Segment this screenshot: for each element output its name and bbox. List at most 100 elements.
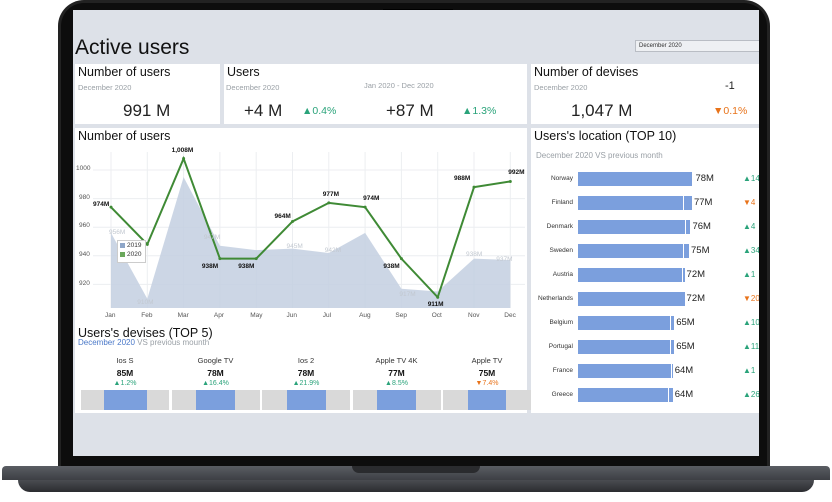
period-range-label: Jan 2020 - Dec 2020: [364, 81, 434, 90]
series-2020-point: [254, 257, 258, 261]
country-value: 65M: [676, 341, 695, 352]
data-label-2020: 992M: [508, 169, 525, 177]
page-title: Active users: [75, 36, 190, 59]
devices-subtitle: December 2020 VS previous mounth: [78, 338, 209, 347]
location-subtitle: December 2020 VS previous month: [536, 151, 663, 160]
data-label-2019: 942M: [324, 246, 342, 254]
device-change: ▼7.4%: [475, 380, 499, 387]
country-name: Greece: [551, 391, 573, 398]
legend-label-2019: 2019: [127, 242, 142, 249]
country-name: Netherlands: [537, 295, 573, 302]
laptop-opening-lip: [352, 466, 480, 473]
data-label-2019: 956M: [109, 228, 126, 236]
country-change: ▼4: [743, 198, 756, 207]
period-label: December 2020: [534, 83, 588, 92]
chart-legend: 2019 2020: [117, 240, 146, 263]
country-bar: [578, 292, 685, 306]
country-value: 78M: [695, 173, 714, 184]
data-label-2019: 938M: [466, 250, 483, 258]
device-bar-fill: [103, 390, 147, 410]
device-value: 78M: [297, 368, 315, 378]
previous-month-marker: [669, 340, 671, 354]
device-bar-fill: [196, 390, 235, 410]
series-2020-point: [327, 201, 331, 205]
country-bar: [578, 364, 673, 378]
kpi-delta: -1: [725, 80, 735, 92]
device-change: ▲21.9%: [292, 380, 320, 387]
data-label-2020: 1,008M: [171, 146, 194, 154]
date-filter-select[interactable]: December 2020: [635, 40, 759, 52]
dashboard-screen: Active users December 2020 Number of use…: [73, 10, 759, 456]
country-change: ▲34: [743, 246, 759, 255]
device-name: Apple TV: [471, 356, 503, 365]
country-bar: [578, 244, 689, 258]
country-name: Portugal: [548, 343, 573, 350]
data-label-2020: 974M: [93, 201, 110, 209]
previous-month-marker: [669, 316, 671, 330]
x-tick-label: Aug: [359, 312, 371, 319]
panel-title: Number of users: [78, 129, 171, 143]
x-tick-label: Feb: [141, 312, 153, 319]
country-name: France: [552, 367, 573, 374]
laptop-base: [0, 466, 832, 502]
country-name: Denmark: [546, 223, 573, 230]
country-bar: [578, 268, 685, 282]
laptop-base-bottom: [18, 480, 814, 492]
device-change: ▲16.4%: [202, 380, 229, 387]
legend-swatch-2020: [120, 252, 125, 257]
country-bar: [578, 172, 694, 186]
country-name: Norway: [550, 175, 573, 182]
previous-month-marker: [671, 364, 673, 378]
previous-month-marker: [683, 196, 685, 210]
country-change: ▲14: [743, 174, 759, 183]
country-change: ▲10: [743, 318, 759, 327]
legend-swatch-2019: [120, 243, 125, 248]
device-bar-fill: [377, 390, 416, 410]
country-name: Austria: [552, 271, 573, 278]
country-value: 76M: [692, 221, 711, 232]
range-value: +87 M: [386, 101, 434, 120]
legend-label-2020: 2020: [127, 251, 142, 258]
series-2019-area: [111, 177, 511, 308]
device-change: ▲8.5%: [385, 380, 408, 387]
device-change: ▲1.2%: [113, 380, 137, 387]
country-change: ▲4: [743, 222, 756, 231]
country-value: 77M: [693, 197, 713, 208]
country-value: 72M: [686, 269, 706, 280]
laptop-base-top: [2, 466, 830, 480]
data-label-2020: 988M: [454, 175, 471, 183]
country-change: ▲1: [743, 270, 756, 279]
country-bar: [578, 196, 692, 210]
data-label-2020: 974M: [363, 195, 380, 203]
previous-month-marker: [683, 244, 685, 258]
x-tick-label: Dec: [504, 312, 516, 319]
country-bar: [578, 316, 675, 330]
panel-title: Number of users: [78, 65, 171, 79]
x-tick-label: May: [250, 312, 263, 319]
country-value: 64M: [674, 389, 694, 400]
x-tick-label: Nov: [468, 312, 480, 319]
x-tick-label: Mar: [177, 312, 189, 319]
device-name: Apple TV 4K: [375, 356, 418, 365]
series-2020-line: [110, 155, 511, 300]
country-name: Finland: [551, 199, 573, 206]
x-tick-label: Apr: [213, 312, 225, 319]
panel-title: Number of devises: [534, 65, 639, 79]
data-label-2019: 947M: [203, 233, 221, 241]
country-change: ▲11: [743, 342, 759, 351]
month-change: ▲0.4%: [302, 105, 337, 117]
previous-month-marker: [684, 220, 686, 234]
country-bar: [578, 340, 675, 354]
series-2020-point: [291, 219, 294, 223]
kpi-devices-panel: Number of devises December 2020 -1 1,047…: [531, 64, 759, 124]
range-change: ▲1.3%: [462, 105, 497, 117]
series-2020-point: [145, 242, 149, 246]
device-bar-fill: [468, 390, 506, 410]
data-label-2020: 938M: [383, 262, 400, 270]
series-2020-point: [363, 205, 367, 209]
kpi-users-count-panel: Number of users December 2020 991 M: [75, 64, 220, 124]
country-name: Belgium: [549, 319, 573, 326]
data-label-2020: 938M: [201, 262, 219, 270]
x-tick-label: Jul: [322, 312, 332, 319]
kpi-value: 991 M: [123, 101, 171, 120]
